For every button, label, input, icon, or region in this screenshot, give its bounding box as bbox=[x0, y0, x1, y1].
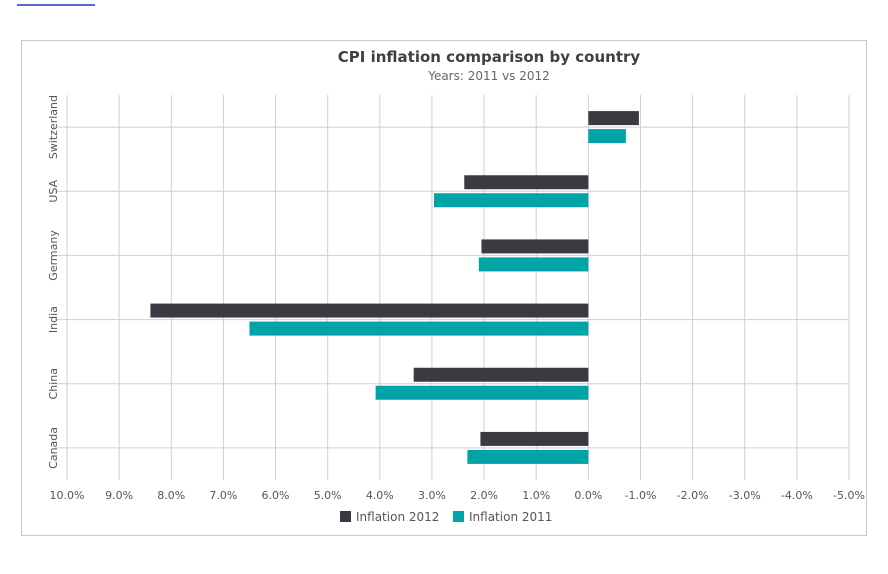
x-tick-label: 3.0% bbox=[418, 489, 446, 502]
x-tick-label: 8.0% bbox=[157, 489, 185, 502]
bar-inflation-2012-germany[interactable] bbox=[481, 239, 589, 254]
x-tick-label: 0.0% bbox=[574, 489, 602, 502]
x-tick-label: 5.0% bbox=[314, 489, 342, 502]
x-tick-label: -3.0% bbox=[729, 489, 761, 502]
x-tick-label: 10.0% bbox=[50, 489, 85, 502]
x-tick-label: 2.0% bbox=[470, 489, 498, 502]
chart-subtitle: Years: 2011 vs 2012 bbox=[427, 69, 550, 83]
legend[interactable]: Inflation 2012 Inflation 2011 bbox=[340, 510, 552, 524]
bar-inflation-2011-china[interactable] bbox=[375, 385, 589, 400]
bars-group bbox=[150, 111, 639, 464]
legend-label: Inflation 2012 bbox=[356, 510, 439, 524]
bar-inflation-2011-india[interactable] bbox=[249, 321, 589, 336]
category-label: USA bbox=[47, 179, 60, 202]
chart-title: CPI inflation comparison by country bbox=[338, 48, 641, 66]
x-tick-label: 9.0% bbox=[105, 489, 133, 502]
x-tick-label: 4.0% bbox=[366, 489, 394, 502]
category-labels: Switzerland USA Germany India China Canada bbox=[47, 95, 60, 469]
x-tick-label: 6.0% bbox=[262, 489, 290, 502]
bar-inflation-2011-usa[interactable] bbox=[434, 193, 589, 208]
x-tick-label: -1.0% bbox=[625, 489, 657, 502]
legend-swatch bbox=[340, 511, 351, 522]
x-axis-ticks: 10.0% 9.0% 8.0% 7.0% 6.0% 5.0% 4.0% 3.0% 2.0% 1.0… bbox=[50, 489, 865, 502]
bar-inflation-2012-china[interactable] bbox=[413, 367, 589, 382]
bar-inflation-2011-switzerland[interactable] bbox=[588, 129, 626, 144]
x-tick-label: -2.0% bbox=[677, 489, 709, 502]
bar-inflation-2012-usa[interactable] bbox=[464, 175, 589, 190]
chart-card bbox=[21, 40, 867, 536]
legend-item-1[interactable]: Inflation 2011 bbox=[453, 510, 552, 524]
x-tick-label: 1.0% bbox=[522, 489, 550, 502]
category-label: India bbox=[47, 306, 60, 333]
legend-item-0[interactable]: Inflation 2012 bbox=[340, 510, 439, 524]
bar-inflation-2012-canada[interactable] bbox=[480, 431, 589, 446]
grid-lines bbox=[55, 95, 850, 480]
legend-swatch bbox=[453, 511, 464, 522]
x-tick-label: 7.0% bbox=[209, 489, 237, 502]
category-label: Germany bbox=[47, 230, 60, 281]
x-tick-label: -5.0% bbox=[833, 489, 865, 502]
bar-inflation-2011-germany[interactable] bbox=[478, 257, 589, 272]
category-label: China bbox=[47, 368, 60, 399]
legend-label: Inflation 2011 bbox=[469, 510, 552, 524]
category-label: Switzerland bbox=[47, 95, 60, 159]
category-label: Canada bbox=[47, 427, 60, 469]
bar-inflation-2012-switzerland[interactable] bbox=[588, 111, 639, 126]
top-link-underline bbox=[17, 4, 95, 6]
bar-inflation-2011-canada[interactable] bbox=[467, 449, 589, 464]
bar-inflation-2012-india[interactable] bbox=[150, 303, 589, 318]
x-tick-label: -4.0% bbox=[781, 489, 813, 502]
